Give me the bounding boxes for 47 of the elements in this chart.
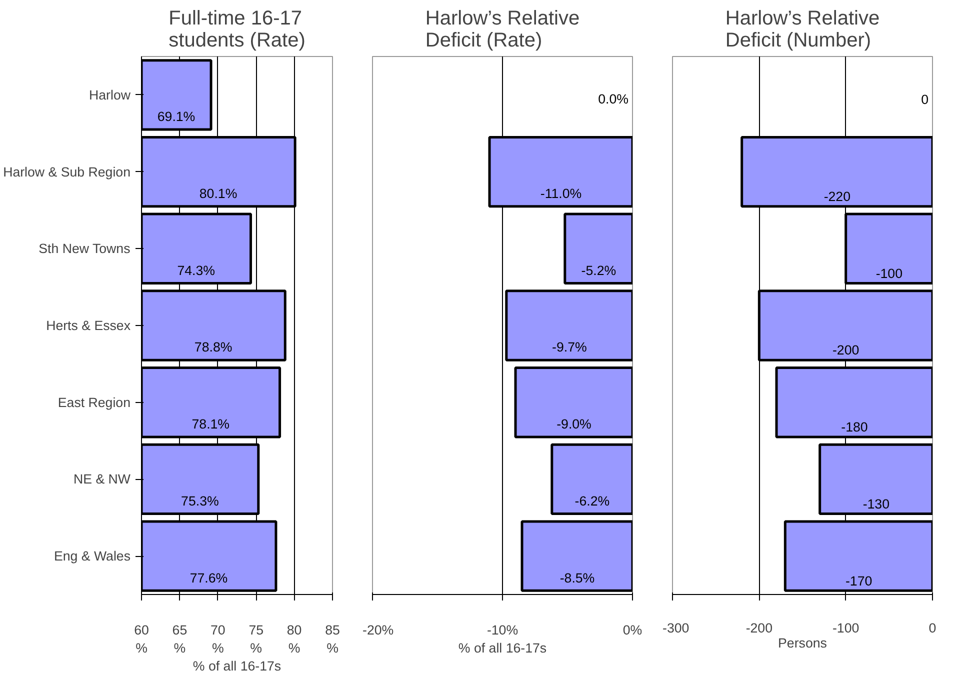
x-tick-label: -10% xyxy=(486,622,518,638)
y-tick-label: NE & NW xyxy=(73,472,131,487)
data-label: -100 xyxy=(876,266,903,281)
data-label: 77.6% xyxy=(190,570,228,586)
data-label: -6.2% xyxy=(574,493,610,508)
chart-title: Harlow’s Relative Deficit (Number) xyxy=(725,8,880,52)
y-tick-label: Eng & Wales xyxy=(54,548,131,564)
data-label: 69.1% xyxy=(157,109,196,124)
data-label: 0.0% xyxy=(598,91,629,106)
data-label: -8.5% xyxy=(560,570,595,586)
data-label: 78.8% xyxy=(194,340,232,355)
x-tick-label: 80 % xyxy=(286,622,302,656)
data-label: -200 xyxy=(832,342,860,358)
data-label: 0 xyxy=(921,92,929,107)
x-tick-label: -200 xyxy=(746,620,773,636)
data-label: 74.3% xyxy=(177,262,216,278)
data-label: -9.7% xyxy=(552,340,588,355)
x-tick-label: -300 xyxy=(662,620,690,636)
x-tick-label: 65 % xyxy=(172,622,188,656)
x-tick-label: 0% xyxy=(622,622,642,638)
chart-title: Harlow’s Relative Deficit (Rate) xyxy=(425,8,580,52)
x-tick-label: 0 xyxy=(928,620,936,636)
x-axis-title: % of all 16-17s xyxy=(192,658,282,674)
x-axis-title: Persons xyxy=(778,636,828,650)
chart-title: Full-time 16-17 students (Rate) xyxy=(168,8,306,52)
y-tick-label: Herts & Essex xyxy=(46,318,131,333)
x-tick-label: 85 % xyxy=(325,622,340,656)
data-label: -11.0% xyxy=(540,186,582,201)
data-label: -5.2% xyxy=(581,262,616,278)
data-label: -170 xyxy=(845,573,872,588)
y-tick-label: Harlow xyxy=(89,87,131,102)
y-tick-label: East Region xyxy=(58,394,130,410)
data-label: -180 xyxy=(841,420,868,435)
data-label: -9.0% xyxy=(556,416,592,432)
data-label: -220 xyxy=(824,188,851,204)
y-tick-label: Sth New Towns xyxy=(38,241,131,256)
y-tick-label: Harlow & Sub Region xyxy=(3,164,131,180)
x-tick-label: -100 xyxy=(832,620,860,636)
x-tick-label: 75 % xyxy=(248,622,264,656)
data-label: 80.1% xyxy=(199,186,238,201)
x-tick-label: -20% xyxy=(362,622,394,638)
x-tick-label: 60 % xyxy=(134,622,149,656)
data-label: 75.3% xyxy=(181,493,219,508)
x-axis-title: % of all 16-17s xyxy=(458,640,547,656)
data-label: 78.1% xyxy=(192,416,230,432)
x-tick-label: 70 % xyxy=(210,622,226,656)
data-label: -130 xyxy=(862,496,890,512)
